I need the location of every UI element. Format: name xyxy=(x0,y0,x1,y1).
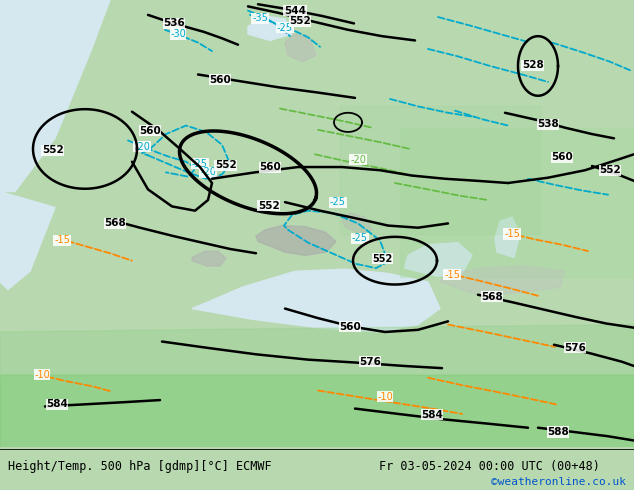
Text: 552: 552 xyxy=(258,200,280,211)
Text: 560: 560 xyxy=(139,126,161,136)
Text: 536: 536 xyxy=(163,19,185,28)
Polygon shape xyxy=(248,16,292,41)
Text: 552: 552 xyxy=(215,160,236,170)
Text: -15: -15 xyxy=(54,236,70,245)
Polygon shape xyxy=(285,34,316,62)
Polygon shape xyxy=(0,0,110,192)
Text: -25: -25 xyxy=(277,23,293,33)
Text: 552: 552 xyxy=(289,16,311,26)
Text: 552: 552 xyxy=(42,145,64,155)
Polygon shape xyxy=(440,266,565,296)
Polygon shape xyxy=(0,324,634,374)
Polygon shape xyxy=(328,271,358,298)
Text: -10: -10 xyxy=(377,392,393,402)
Polygon shape xyxy=(342,213,372,234)
Text: -20: -20 xyxy=(200,168,216,177)
Text: -20: -20 xyxy=(134,142,150,152)
Text: Height/Temp. 500 hPa [gdmp][°C] ECMWF: Height/Temp. 500 hPa [gdmp][°C] ECMWF xyxy=(8,460,271,473)
Text: 568: 568 xyxy=(104,219,126,228)
Text: Fr 03-05-2024 00:00 UTC (00+48): Fr 03-05-2024 00:00 UTC (00+48) xyxy=(379,460,600,473)
Text: -25: -25 xyxy=(352,233,368,244)
Text: -15: -15 xyxy=(504,229,520,239)
Text: 560: 560 xyxy=(551,152,573,163)
Text: -15: -15 xyxy=(444,270,460,279)
Polygon shape xyxy=(256,225,336,255)
Text: 560: 560 xyxy=(209,75,231,85)
Polygon shape xyxy=(192,269,440,332)
Text: 544: 544 xyxy=(284,6,306,16)
Text: 552: 552 xyxy=(372,254,392,264)
Text: -25: -25 xyxy=(192,159,208,169)
Text: ©weatheronline.co.uk: ©weatheronline.co.uk xyxy=(491,477,626,487)
Polygon shape xyxy=(0,192,55,290)
Polygon shape xyxy=(400,128,634,277)
Text: 568: 568 xyxy=(481,292,503,302)
Polygon shape xyxy=(405,243,472,277)
Text: -25: -25 xyxy=(330,197,346,207)
Text: 560: 560 xyxy=(339,321,361,332)
Text: -35: -35 xyxy=(252,13,268,23)
Text: 552: 552 xyxy=(599,165,621,175)
Text: -10: -10 xyxy=(34,369,50,380)
Text: 588: 588 xyxy=(547,427,569,437)
Text: 528: 528 xyxy=(522,60,544,70)
Text: 576: 576 xyxy=(564,343,586,353)
Polygon shape xyxy=(0,0,634,447)
Polygon shape xyxy=(340,106,540,234)
Text: 584: 584 xyxy=(421,410,443,420)
Text: 576: 576 xyxy=(359,357,381,367)
Text: -20: -20 xyxy=(350,155,366,165)
Polygon shape xyxy=(495,217,520,257)
Text: 584: 584 xyxy=(46,399,68,409)
Polygon shape xyxy=(0,374,634,447)
Text: 538: 538 xyxy=(537,120,559,129)
Text: 560: 560 xyxy=(259,162,281,172)
Text: -30: -30 xyxy=(170,29,186,39)
Polygon shape xyxy=(192,251,226,266)
